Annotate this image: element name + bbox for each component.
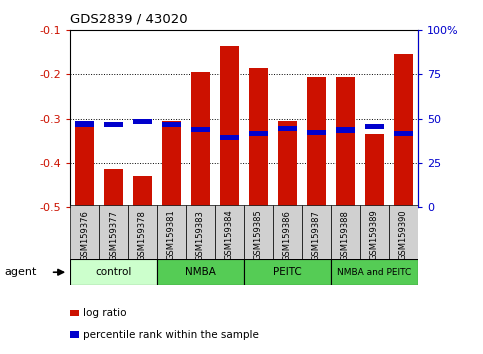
Text: NMBA: NMBA [185, 267, 216, 277]
Text: GSM159384: GSM159384 [225, 210, 234, 261]
Text: GSM159376: GSM159376 [80, 210, 89, 261]
Bar [307, 76, 326, 207]
FancyBboxPatch shape [244, 259, 331, 285]
Text: PEITC: PEITC [273, 267, 302, 277]
Text: GSM159387: GSM159387 [312, 210, 321, 261]
Bar [162, 121, 181, 207]
FancyBboxPatch shape [273, 205, 302, 260]
FancyBboxPatch shape [128, 205, 157, 260]
Bar [191, 126, 210, 132]
Text: NMBA and PEITC: NMBA and PEITC [337, 268, 412, 277]
Text: GSM159386: GSM159386 [283, 210, 292, 261]
Text: GSM159377: GSM159377 [109, 210, 118, 261]
Bar [307, 130, 326, 135]
Bar [278, 121, 297, 207]
Bar [162, 122, 181, 127]
Bar [104, 170, 123, 207]
Text: percentile rank within the sample: percentile rank within the sample [83, 330, 258, 339]
Text: GSM159390: GSM159390 [399, 210, 408, 260]
FancyBboxPatch shape [331, 205, 360, 260]
FancyBboxPatch shape [99, 205, 128, 260]
Bar [336, 76, 355, 207]
Bar [394, 131, 413, 136]
Bar [278, 126, 297, 131]
Bar [249, 68, 268, 207]
Bar [133, 176, 152, 207]
Bar [75, 125, 94, 207]
Bar [365, 124, 384, 129]
Text: log ratio: log ratio [83, 308, 126, 318]
Bar [220, 135, 239, 140]
Bar [394, 55, 413, 207]
FancyBboxPatch shape [157, 259, 244, 285]
FancyBboxPatch shape [157, 205, 186, 260]
Bar [191, 72, 210, 207]
Text: GSM159388: GSM159388 [341, 210, 350, 261]
Bar [104, 122, 123, 127]
Text: GSM159389: GSM159389 [370, 210, 379, 261]
Text: GDS2839 / 43020: GDS2839 / 43020 [70, 12, 188, 25]
FancyBboxPatch shape [360, 205, 389, 260]
Bar [220, 46, 239, 207]
FancyBboxPatch shape [70, 205, 99, 260]
FancyBboxPatch shape [70, 259, 157, 285]
FancyBboxPatch shape [215, 205, 244, 260]
FancyBboxPatch shape [244, 205, 273, 260]
FancyBboxPatch shape [186, 205, 215, 260]
Text: agent: agent [5, 267, 37, 277]
FancyBboxPatch shape [302, 205, 331, 260]
Bar [75, 121, 94, 127]
Text: control: control [95, 267, 132, 277]
Text: GSM159383: GSM159383 [196, 210, 205, 261]
Bar [365, 134, 384, 207]
Bar [336, 127, 355, 133]
Text: GSM159385: GSM159385 [254, 210, 263, 261]
Text: GSM159378: GSM159378 [138, 210, 147, 261]
FancyBboxPatch shape [331, 259, 418, 285]
FancyBboxPatch shape [389, 205, 418, 260]
Bar [133, 119, 152, 124]
Bar [249, 131, 268, 136]
Text: GSM159381: GSM159381 [167, 210, 176, 261]
